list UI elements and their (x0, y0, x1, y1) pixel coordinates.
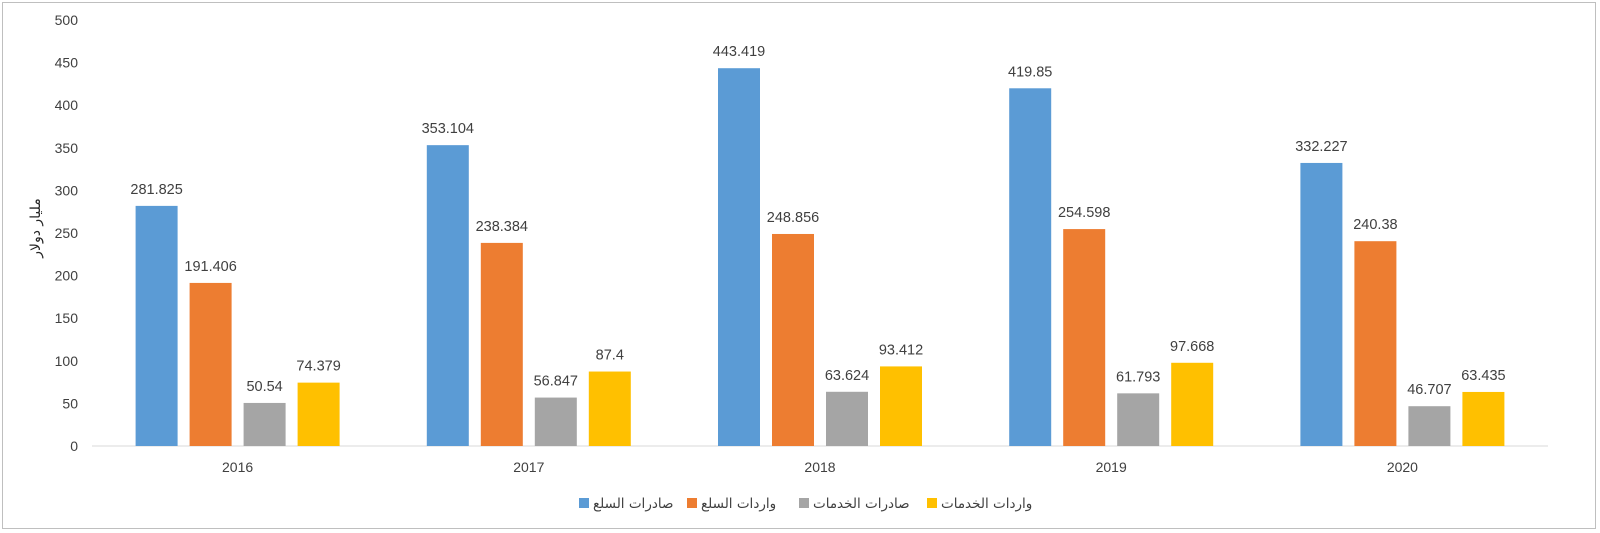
x-tick-label: 2018 (804, 459, 835, 475)
y-tick-label: 350 (55, 140, 79, 156)
legend-label: صادرات السلع (593, 496, 673, 512)
x-tick-label: 2020 (1387, 459, 1418, 475)
data-label: 240.38 (1353, 217, 1397, 233)
data-label: 254.598 (1058, 205, 1110, 221)
data-label: 238.384 (476, 219, 528, 235)
legend-swatch (579, 498, 589, 508)
y-tick-label: 500 (55, 12, 79, 28)
y-tick-label: 250 (55, 225, 79, 241)
y-tick-label: 150 (55, 310, 79, 326)
bar (135, 205, 178, 446)
data-label: 332.227 (1295, 139, 1347, 155)
bar (189, 282, 232, 446)
bar (534, 397, 577, 446)
data-label: 46.707 (1407, 382, 1451, 398)
data-label: 74.379 (296, 359, 340, 375)
bar (1009, 88, 1052, 446)
bar (826, 391, 868, 446)
x-tick-label: 2016 (222, 459, 253, 475)
y-tick-label: 300 (55, 182, 79, 198)
legend-swatch (927, 498, 937, 508)
bar (772, 233, 814, 446)
bar (880, 366, 922, 446)
bar (1300, 162, 1343, 446)
y-tick-label: 100 (55, 353, 79, 369)
bar (1354, 241, 1397, 446)
data-label: 281.825 (130, 182, 182, 198)
y-tick-label: 50 (62, 395, 78, 411)
data-label: 50.54 (246, 379, 282, 395)
x-tick-label: 2019 (1096, 459, 1127, 475)
data-label: 353.104 (422, 121, 474, 137)
data-label: 63.624 (825, 368, 869, 384)
data-label: 93.412 (879, 342, 923, 358)
bar (297, 382, 340, 446)
bar (1063, 229, 1106, 446)
legend-label: واردات الخدمات (941, 496, 1032, 512)
data-label: 248.856 (767, 210, 819, 226)
data-label: 56.847 (534, 374, 578, 390)
legend-swatch (799, 498, 809, 508)
data-label: 443.419 (713, 44, 765, 60)
data-label: 63.435 (1461, 368, 1505, 384)
bar (1408, 406, 1451, 446)
bars (135, 68, 1505, 447)
bar (588, 371, 631, 446)
bar (1171, 362, 1214, 446)
y-tick-label: 200 (55, 268, 79, 284)
legend-swatch (687, 498, 697, 508)
bar (426, 145, 469, 446)
bar (718, 68, 760, 447)
y-tick-label: 0 (70, 438, 78, 454)
data-label: 61.793 (1116, 369, 1160, 385)
bar (243, 402, 286, 446)
y-tick-label: 450 (55, 55, 79, 71)
legend: صادرات السلع واردات السلع صادرات الخدمات وا… (579, 496, 1032, 512)
data-labels: 281.825 191.406 50.54 74.379 353.104 238.384 5… (130, 44, 1505, 398)
bar (1462, 391, 1505, 446)
bar (480, 242, 523, 446)
data-label: 191.406 (184, 259, 236, 275)
y-tick-label: 400 (55, 97, 79, 113)
data-label: 419.85 (1008, 64, 1052, 80)
bar (1117, 393, 1160, 446)
y-axis-title: مليار دولار (28, 198, 44, 259)
data-label: 87.4 (596, 348, 624, 364)
legend-label: صادرات الخدمات (813, 496, 910, 512)
x-tick-label: 2017 (513, 459, 544, 475)
legend-label: واردات السلع (701, 496, 776, 512)
data-label: 97.668 (1170, 339, 1214, 355)
